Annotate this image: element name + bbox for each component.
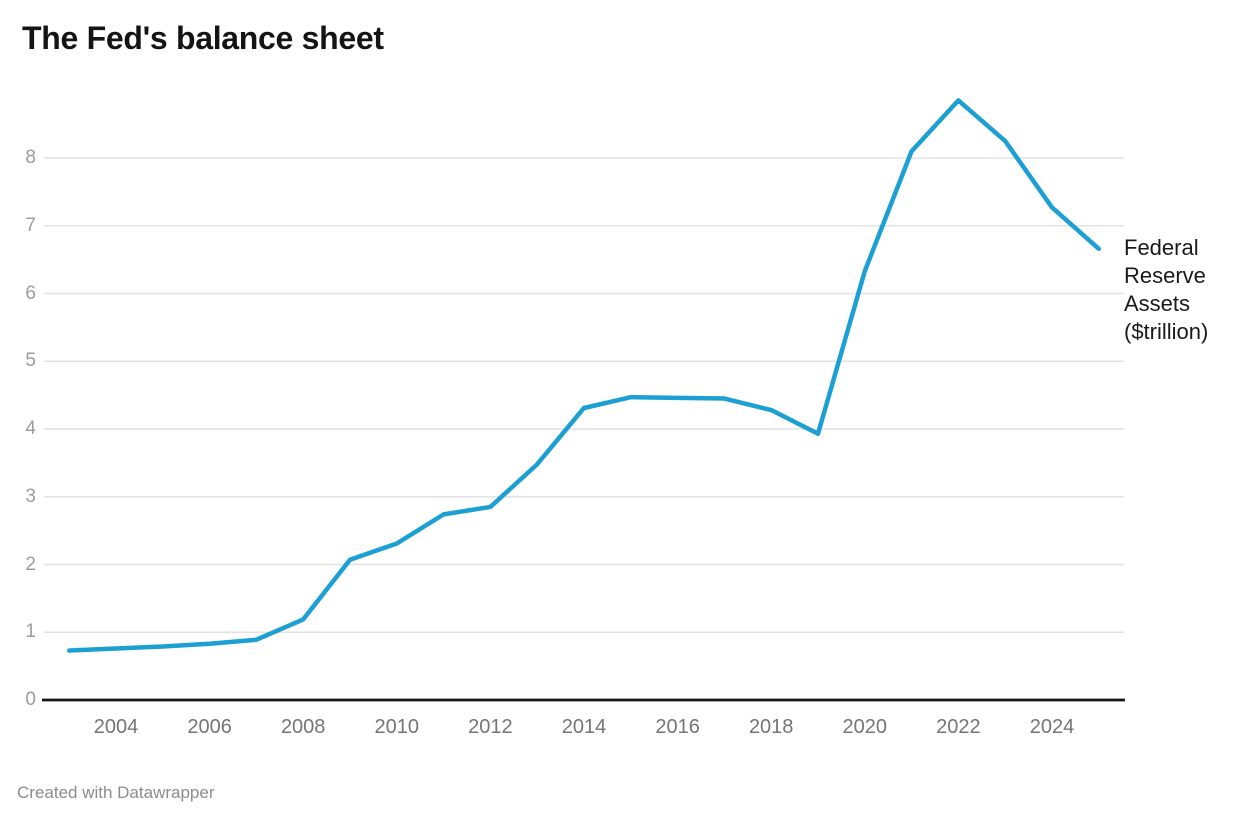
x-axis-tick-label: 2016 [655,716,700,738]
x-axis-tick-label: 2012 [468,716,513,738]
data-line-federal-reserve-assets [66,98,1102,653]
x-axis-tick-label: 2008 [280,716,326,738]
y-axis-tick-label: 5 [25,350,36,372]
y-axis-tick-label: 0 [25,689,36,710]
x-axis-tick-label: 2020 [842,716,888,738]
x-axis-tick-label: 2022 [936,716,981,738]
series-label: Federal Reserve Assets ($trillion) [1124,235,1209,344]
x-axis-tick-label: 2006 [187,716,232,738]
y-axis-tick-label: 3 [25,485,36,507]
x-axis-tick-label: 2018 [748,716,794,738]
x-axis-tick-label: 2010 [374,716,420,738]
x-axis-tick-label: 2014 [561,716,607,738]
y-axis-tick-label: 1 [25,621,36,643]
y-axis-tick-label: 6 [25,282,36,304]
chart-title: The Fed's balance sheet [22,20,384,56]
y-axis-tick-label: 8 [25,147,36,168]
y-axis-tick-label: 2 [25,553,36,575]
y-axis-tick-label: 7 [25,214,36,236]
datawrapper-attribution-link[interactable]: Created with Datawrapper [17,783,215,802]
x-axis-tick-label: 2004 [93,716,139,738]
x-axis-tick-label: 2024 [1029,716,1075,738]
y-axis-tick-label: 4 [25,418,36,439]
